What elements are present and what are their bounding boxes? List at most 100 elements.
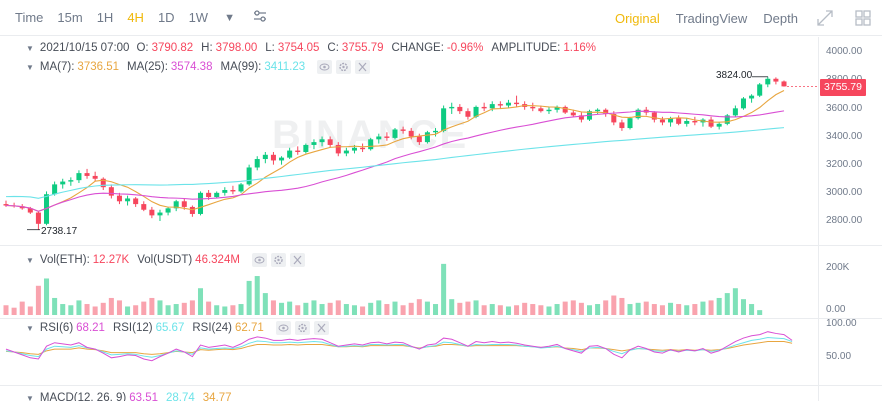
volume-bar — [562, 301, 568, 315]
candle-date: 2021/10/15 07:00 — [39, 42, 130, 54]
candle-body — [424, 132, 430, 143]
amplitude-value: 1.16% — [563, 42, 596, 54]
volume-bar — [206, 301, 212, 315]
eye-icon[interactable] — [251, 253, 267, 267]
candle-body — [116, 195, 122, 202]
view-switcher: Original TradingView Depth — [607, 0, 882, 36]
dropdown-caret-icon[interactable]: ▼ — [224, 11, 235, 24]
volume-bar — [303, 302, 309, 315]
ma25-label: MA(25): — [127, 61, 168, 73]
settings-sliders-icon[interactable] — [244, 10, 276, 25]
volume-bar — [570, 300, 576, 315]
rsi-tick: 100.00 — [826, 318, 857, 329]
tab-depth[interactable]: Depth — [763, 10, 798, 26]
gear-icon[interactable] — [294, 321, 310, 335]
timeframe-1w[interactable]: 1W — [188, 9, 209, 25]
volume-tick: 200K — [826, 262, 850, 273]
candle-body — [489, 104, 495, 109]
collapse-triangle-icon[interactable]: ▼ — [26, 393, 34, 401]
vol-usdt-value: 46.324M — [195, 254, 240, 266]
volume-bar — [197, 288, 204, 315]
rsi24-label: RSI(24) — [192, 322, 232, 334]
timeframe-15m[interactable]: 15m — [57, 9, 83, 25]
volume-bar — [668, 302, 674, 315]
ma99-line — [5, 127, 785, 199]
price-tick: 3600.00 — [826, 103, 863, 114]
collapse-triangle-icon[interactable]: ▼ — [26, 255, 34, 265]
candle-body — [319, 139, 325, 143]
candle-body — [27, 208, 33, 213]
volume-bar — [246, 280, 252, 315]
candle-body — [619, 122, 625, 129]
volume-bar — [392, 301, 398, 315]
expand-icon[interactable] — [815, 8, 835, 28]
tab-original[interactable]: Original — [614, 10, 660, 26]
volume-bar — [643, 301, 649, 315]
volume-bar — [449, 299, 455, 315]
volume-bar — [44, 278, 50, 315]
close-value: 3755.79 — [341, 42, 384, 54]
timeframe-time[interactable]: Time — [15, 9, 44, 25]
candle-body — [773, 78, 779, 82]
volume-bar — [189, 300, 195, 315]
candle-body — [165, 208, 171, 213]
volume-bar — [157, 300, 163, 315]
close-icon[interactable] — [355, 60, 371, 74]
timeframe-1d[interactable]: 1D — [157, 9, 175, 25]
chart-toolbar: Time 15m 1H 4H 1D 1W ▼ Original TradingV… — [0, 0, 882, 36]
volume-bar — [514, 305, 520, 315]
collapse-triangle-icon[interactable]: ▼ — [26, 323, 34, 333]
ma99-label: MA(99): — [220, 61, 262, 73]
price-tick: 3000.00 — [826, 187, 863, 198]
timeframe-4h[interactable]: 4H — [127, 9, 144, 25]
candle-body — [505, 102, 511, 106]
volume-bar — [465, 301, 471, 315]
collapse-triangle-icon[interactable]: ▼ — [26, 43, 34, 53]
candle-body — [676, 118, 682, 124]
rsi6-label: RSI(6) — [39, 322, 74, 334]
volume-bar — [489, 304, 495, 315]
current-price-tag: 3755.79 — [820, 79, 866, 96]
volume-bar — [732, 288, 738, 315]
candle-body — [351, 147, 357, 151]
volume-bar — [125, 306, 131, 315]
gear-icon[interactable] — [270, 253, 286, 267]
close-icon[interactable] — [313, 321, 329, 335]
candle-body — [19, 206, 25, 209]
collapse-triangle-icon[interactable]: ▼ — [26, 62, 34, 72]
volume-bar — [384, 304, 390, 315]
change-label: CHANGE: — [391, 42, 444, 54]
tab-tradingview[interactable]: TradingView — [675, 10, 748, 26]
candle-body — [197, 192, 204, 214]
volume-bar — [473, 300, 479, 315]
volume-bar — [757, 310, 763, 315]
volume-bar — [505, 306, 511, 315]
ma7-label: MA(7): — [39, 61, 75, 73]
candle-body — [554, 106, 560, 110]
close-icon[interactable] — [289, 253, 305, 267]
gear-icon[interactable] — [336, 60, 352, 74]
volume-bar — [376, 300, 382, 315]
volume-bar — [343, 304, 349, 315]
volume-bar — [351, 305, 357, 315]
macd-value-2: 28.74 — [165, 392, 195, 401]
rsi24-value: 62.71 — [234, 322, 264, 334]
volume-bar — [692, 304, 698, 315]
candle-body — [497, 104, 503, 106]
candle-body — [449, 106, 455, 109]
macd-legend: ▼ MACD(12, 26, 9) 63.51 28.74 34.77 — [26, 392, 240, 401]
candle-body — [35, 212, 41, 224]
candle-body — [740, 98, 746, 109]
candle-body — [84, 173, 90, 176]
candle-body — [757, 84, 763, 96]
volume-bar — [52, 297, 58, 315]
candle-body — [595, 109, 601, 112]
rsi24-line — [5, 341, 793, 355]
candlestick-chart[interactable] — [0, 37, 818, 401]
volume-bar — [724, 293, 730, 315]
eye-icon[interactable] — [317, 60, 333, 74]
eye-icon[interactable] — [275, 321, 291, 335]
high-label: H: — [201, 42, 213, 54]
grid-layout-icon[interactable] — [853, 8, 873, 28]
timeframe-1h[interactable]: 1H — [96, 9, 114, 25]
